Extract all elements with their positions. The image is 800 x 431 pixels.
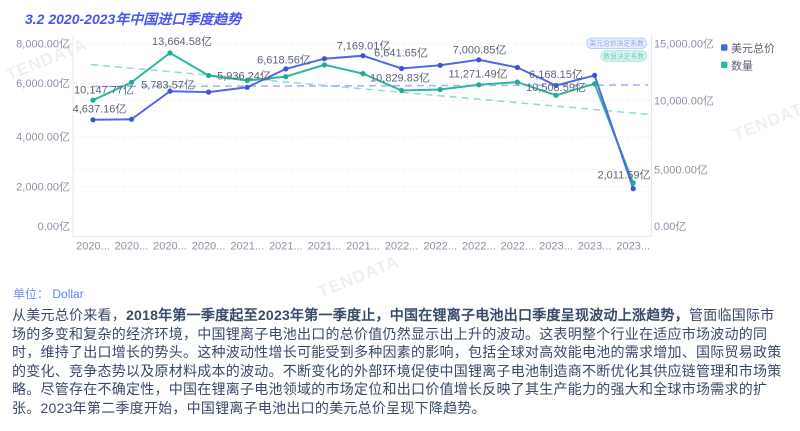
svg-text:2021...: 2021... xyxy=(346,240,380,252)
svg-text:5,783.57亿: 5,783.57亿 xyxy=(141,79,195,92)
svg-text:10,829.83亿: 10,829.83亿 xyxy=(370,71,430,84)
svg-text:10,147.77亿: 10,147.77亿 xyxy=(74,84,134,97)
svg-text:2,000.00亿: 2,000.00亿 xyxy=(16,180,70,193)
svg-text:13,664.58亿: 13,664.58亿 xyxy=(152,35,212,48)
svg-text:2020...: 2020... xyxy=(115,240,149,252)
svg-text:5,936.24亿: 5,936.24亿 xyxy=(217,70,271,83)
svg-text:4,637.16亿: 4,637.16亿 xyxy=(73,103,127,116)
svg-text:美元总价决定系数: 美元总价决定系数 xyxy=(590,39,645,48)
svg-text:7,169.01亿: 7,169.01亿 xyxy=(337,40,391,53)
svg-text:2022...: 2022... xyxy=(501,240,535,252)
svg-text:数量决定系数: 数量决定系数 xyxy=(603,51,644,60)
svg-text:2020...: 2020... xyxy=(192,240,226,252)
svg-text:2,011.59亿: 2,011.59亿 xyxy=(597,169,650,182)
svg-text:0.00亿: 0.00亿 xyxy=(38,220,70,233)
svg-text:0.00亿: 0.00亿 xyxy=(654,220,686,233)
svg-text:2021...: 2021... xyxy=(308,240,342,252)
svg-text:2020...: 2020... xyxy=(76,240,110,252)
svg-text:6,168.15亿: 6,168.15亿 xyxy=(529,68,583,81)
svg-text:6,641.65亿: 6,641.65亿 xyxy=(374,47,428,60)
svg-text:2023...: 2023... xyxy=(578,240,612,252)
svg-text:2023...: 2023... xyxy=(616,240,650,252)
svg-text:6,000.00亿: 6,000.00亿 xyxy=(16,77,70,90)
svg-text:2022...: 2022... xyxy=(385,240,419,252)
svg-text:美元总价: 美元总价 xyxy=(731,41,775,55)
svg-text:15,000.00亿: 15,000.00亿 xyxy=(654,38,714,51)
svg-text:2022...: 2022... xyxy=(462,240,496,252)
svg-text:6,618.56亿: 6,618.56亿 xyxy=(257,54,311,67)
svg-text:2020...: 2020... xyxy=(153,240,187,252)
svg-text:2021...: 2021... xyxy=(230,240,264,252)
svg-text:11,271.49亿: 11,271.49亿 xyxy=(448,67,507,80)
svg-text:8,000.00亿: 8,000.00亿 xyxy=(16,38,70,51)
svg-text:5,000.00亿: 5,000.00亿 xyxy=(654,163,708,176)
svg-text:7,000.85亿: 7,000.85亿 xyxy=(453,44,507,57)
svg-text:10,508.59亿: 10,508.59亿 xyxy=(526,81,586,94)
svg-text:2021...: 2021... xyxy=(269,240,303,252)
svg-text:2023...: 2023... xyxy=(539,240,573,252)
svg-text:2022...: 2022... xyxy=(423,240,457,252)
svg-text:4,000.00亿: 4,000.00亿 xyxy=(16,131,70,144)
svg-text:10,000.00亿: 10,000.00亿 xyxy=(654,94,714,107)
svg-text:数量: 数量 xyxy=(731,59,753,72)
